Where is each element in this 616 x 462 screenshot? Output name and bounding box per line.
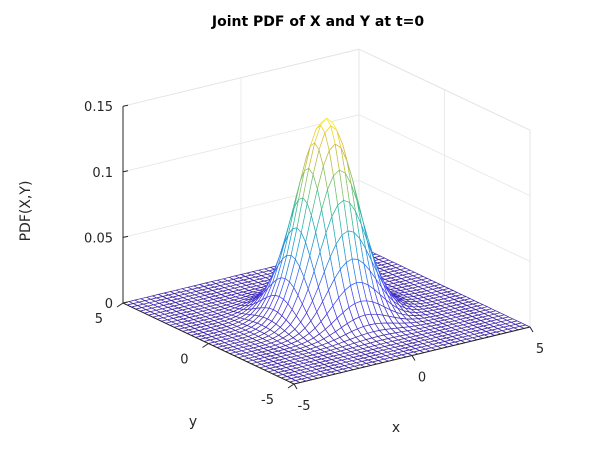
x-axis-label: x <box>392 420 400 436</box>
chart-title: Joint PDF of X and Y at t=0 <box>211 14 424 30</box>
y-tick-label: 0 <box>180 353 188 368</box>
z-tick-mark <box>122 301 129 304</box>
x-tick-mark <box>529 326 534 333</box>
x-tick-mark <box>411 355 416 361</box>
z-tick-label: 0 <box>105 297 113 312</box>
x-tick-mark <box>293 383 298 390</box>
z-tick-mark <box>122 235 129 238</box>
y-tick-mark <box>287 383 295 389</box>
y-tick-label: 5 <box>95 312 103 327</box>
x-tick-label: 0 <box>418 371 426 386</box>
z-tick-label: 0.05 <box>84 231 113 246</box>
axes-lines <box>116 104 534 390</box>
x-tick-label: 5 <box>536 342 544 357</box>
y-tick-label: -5 <box>261 393 274 408</box>
surface-mesh <box>122 117 531 385</box>
y-axis-label: y <box>189 414 197 430</box>
z-tick-label: 0.1 <box>92 166 113 181</box>
z-tick-label: 0.15 <box>84 100 113 115</box>
y-tick-mark <box>202 343 209 348</box>
z-tick-mark <box>122 170 129 173</box>
x-tick-label: -5 <box>298 399 311 414</box>
y-tick-mark <box>116 302 124 308</box>
z-axis-label: PDF(X,Y) <box>18 181 34 242</box>
z-tick-mark <box>122 104 129 107</box>
